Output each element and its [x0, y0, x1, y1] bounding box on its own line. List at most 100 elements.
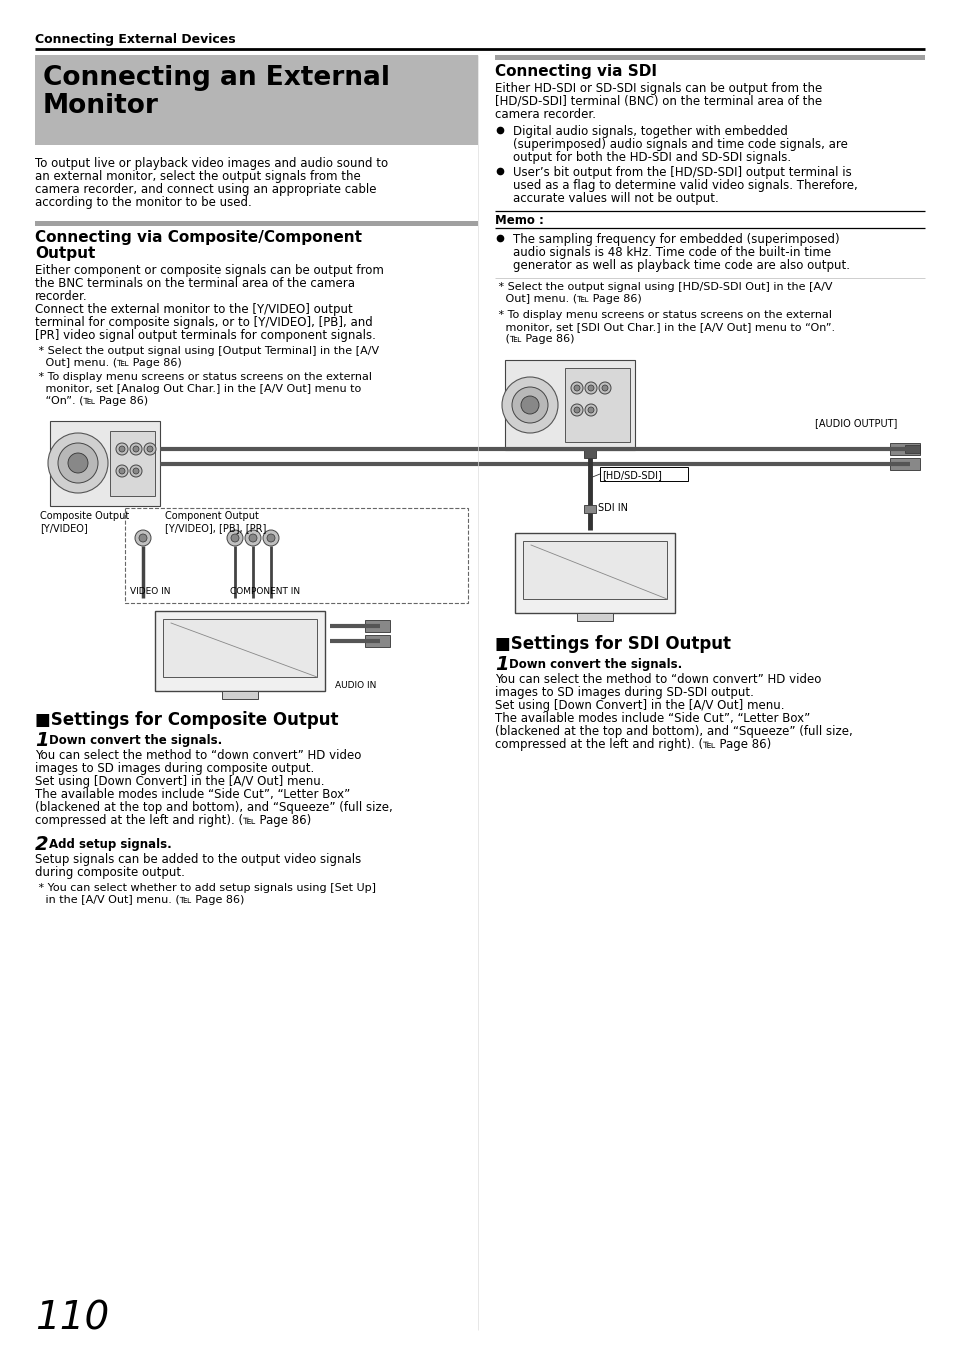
Text: recorder.: recorder. [35, 290, 88, 302]
Bar [904, 446, 919, 454]
Circle shape [231, 535, 239, 541]
Bar [599, 467, 687, 481]
Circle shape [520, 396, 538, 414]
Text: monitor, set [Analog Out Char.] in the [A/V Out] menu to: monitor, set [Analog Out Char.] in the [… [35, 383, 361, 394]
Text: “On”. (℡ Page 86): “On”. (℡ Page 86) [35, 396, 148, 406]
Bar [515, 533, 675, 613]
Text: Connecting an External: Connecting an External [43, 65, 390, 90]
Bar [222, 691, 257, 699]
Text: [Y/VIDEO]: [Y/VIDEO] [40, 522, 88, 533]
Circle shape [130, 464, 142, 477]
Circle shape [132, 446, 139, 452]
Text: You can select the method to “down convert” HD video: You can select the method to “down conve… [495, 674, 821, 686]
Text: generator as well as playback time code are also output.: generator as well as playback time code … [513, 259, 849, 271]
Circle shape [144, 443, 156, 455]
Text: Connect the external monitor to the [Y/VIDEO] output: Connect the external monitor to the [Y/V… [35, 302, 353, 316]
Text: COMPONENT IN: COMPONENT IN [230, 587, 300, 595]
Text: * To display menu screens or status screens on the external: * To display menu screens or status scre… [35, 373, 372, 382]
Bar [50, 421, 160, 506]
Text: The sampling frequency for embedded (superimposed): The sampling frequency for embedded (sup… [513, 234, 839, 246]
Bar [125, 508, 468, 603]
Text: Out] menu. (℡ Page 86): Out] menu. (℡ Page 86) [35, 358, 182, 369]
Text: Memo :: Memo : [495, 215, 543, 227]
Bar [365, 620, 390, 632]
Text: accurate values will not be output.: accurate values will not be output. [513, 192, 718, 205]
Text: Connecting External Devices: Connecting External Devices [35, 32, 235, 46]
Text: (blackened at the top and bottom), and “Squeeze” (full size,: (blackened at the top and bottom), and “… [495, 725, 852, 738]
Circle shape [574, 385, 579, 391]
Text: The available modes include “Side Cut”, “Letter Box”: The available modes include “Side Cut”, … [35, 788, 350, 801]
Bar [365, 634, 390, 647]
Bar [35, 221, 477, 225]
Bar [504, 360, 635, 450]
Text: (blackened at the top and bottom), and “Squeeze” (full size,: (blackened at the top and bottom), and “… [35, 801, 393, 814]
Bar [577, 613, 613, 621]
Text: (℡ Page 86): (℡ Page 86) [495, 333, 574, 344]
Circle shape [584, 404, 597, 416]
Circle shape [501, 377, 558, 433]
Text: during composite output.: during composite output. [35, 865, 185, 879]
Text: Add setup signals.: Add setup signals. [49, 838, 172, 850]
Text: Component Output: Component Output [165, 512, 258, 521]
Text: 2: 2 [35, 836, 49, 855]
Circle shape [245, 531, 261, 545]
Bar [583, 450, 596, 458]
Text: * You can select whether to add setup signals using [Set Up]: * You can select whether to add setup si… [35, 883, 375, 892]
Text: Composite Output: Composite Output [40, 512, 129, 521]
Text: in the [A/V Out] menu. (℡ Page 86): in the [A/V Out] menu. (℡ Page 86) [35, 895, 244, 905]
Text: 1: 1 [35, 730, 49, 751]
Circle shape [116, 464, 128, 477]
Circle shape [58, 443, 98, 483]
Text: the BNC terminals on the terminal area of the camera: the BNC terminals on the terminal area o… [35, 277, 355, 290]
Bar [564, 369, 629, 441]
Text: User’s bit output from the [HD/SD-SDI] output terminal is: User’s bit output from the [HD/SD-SDI] o… [513, 166, 851, 180]
Circle shape [130, 443, 142, 455]
Bar [583, 505, 596, 513]
Circle shape [571, 382, 582, 394]
Text: camera recorder, and connect using an appropriate cable: camera recorder, and connect using an ap… [35, 184, 376, 196]
Text: an external monitor, select the output signals from the: an external monitor, select the output s… [35, 170, 360, 184]
Circle shape [48, 433, 108, 493]
Circle shape [512, 387, 547, 423]
Text: 1: 1 [495, 655, 508, 674]
Text: [HD/SD-SDI] terminal (BNC) on the terminal area of the: [HD/SD-SDI] terminal (BNC) on the termin… [495, 95, 821, 108]
Text: images to SD images during composite output.: images to SD images during composite out… [35, 761, 314, 775]
Circle shape [116, 443, 128, 455]
Text: * Select the output signal using [HD/SD-SDI Out] in the [A/V: * Select the output signal using [HD/SD-… [495, 282, 832, 292]
Circle shape [571, 404, 582, 416]
Text: ■Settings for Composite Output: ■Settings for Composite Output [35, 711, 338, 729]
Text: Either HD-SDI or SD-SDI signals can be output from the: Either HD-SDI or SD-SDI signals can be o… [495, 82, 821, 94]
Circle shape [587, 406, 594, 413]
Circle shape [574, 406, 579, 413]
Text: Output: Output [35, 246, 95, 261]
Text: [PR] video signal output terminals for component signals.: [PR] video signal output terminals for c… [35, 329, 375, 342]
Text: Down convert the signals.: Down convert the signals. [509, 657, 681, 671]
Bar [889, 443, 919, 455]
Text: terminal for composite signals, or to [Y/VIDEO], [PB], and: terminal for composite signals, or to [Y… [35, 316, 373, 329]
Text: * To display menu screens or status screens on the external: * To display menu screens or status scre… [495, 310, 831, 320]
Text: Digital audio signals, together with embedded: Digital audio signals, together with emb… [513, 126, 787, 138]
Bar [522, 541, 666, 599]
Text: You can select the method to “down convert” HD video: You can select the method to “down conve… [35, 749, 361, 761]
Text: according to the monitor to be used.: according to the monitor to be used. [35, 196, 252, 209]
Circle shape [119, 446, 125, 452]
Bar [163, 620, 316, 676]
Text: * Select the output signal using [Output Terminal] in the [A/V: * Select the output signal using [Output… [35, 346, 378, 356]
Circle shape [132, 468, 139, 474]
Circle shape [147, 446, 152, 452]
Text: used as a flag to determine valid video signals. Therefore,: used as a flag to determine valid video … [513, 180, 857, 192]
Text: SDI IN: SDI IN [598, 504, 627, 513]
Text: (superimposed) audio signals and time code signals, are: (superimposed) audio signals and time co… [513, 138, 847, 151]
Circle shape [249, 535, 256, 541]
Circle shape [267, 535, 274, 541]
Circle shape [135, 531, 151, 545]
Circle shape [139, 535, 147, 541]
Text: monitor, set [SDI Out Char.] in the [A/V Out] menu to “On”.: monitor, set [SDI Out Char.] in the [A/V… [495, 323, 834, 332]
Bar [889, 458, 919, 470]
Text: VIDEO IN: VIDEO IN [130, 587, 171, 595]
Text: Down convert the signals.: Down convert the signals. [49, 734, 222, 747]
Circle shape [587, 385, 594, 391]
Text: camera recorder.: camera recorder. [495, 108, 596, 122]
Circle shape [601, 385, 607, 391]
Text: Out] menu. (℡ Page 86): Out] menu. (℡ Page 86) [495, 294, 641, 304]
